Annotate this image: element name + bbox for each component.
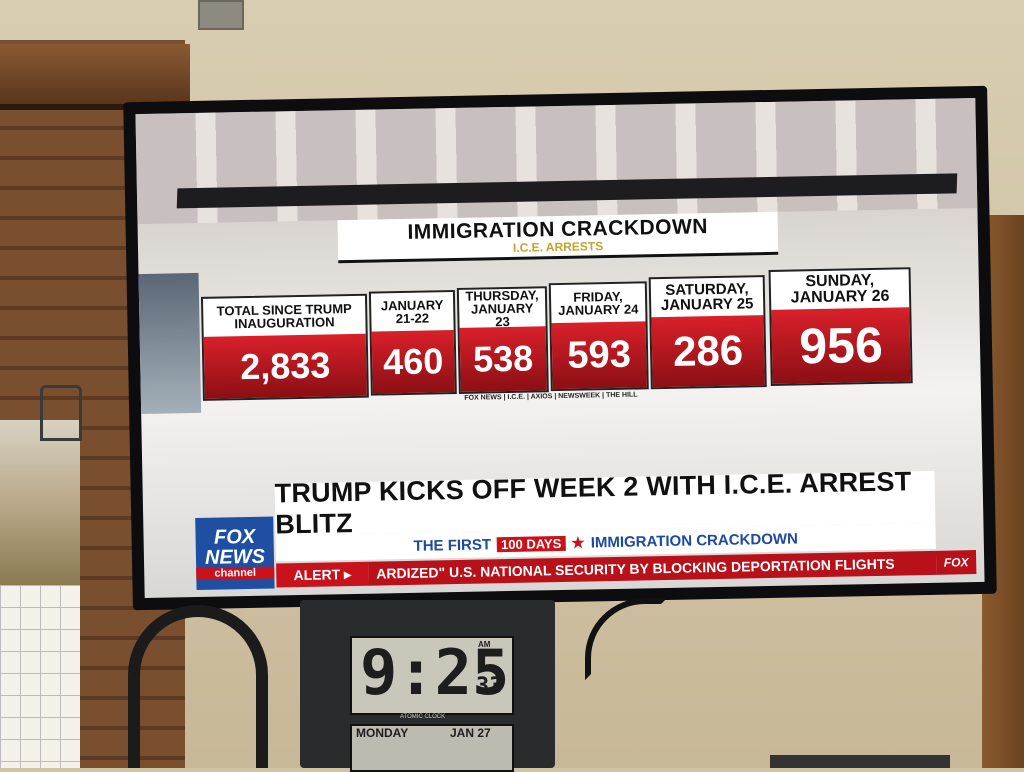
strap-right: IMMIGRATION CRACKDOWN: [590, 529, 799, 551]
blinds-valance: [0, 44, 190, 110]
clock-brand: ATOMIC CLOCK: [400, 714, 446, 720]
strap-left: THE FIRST: [413, 535, 492, 555]
tv-cable: [585, 598, 667, 680]
stat-label: FRIDAY, JANUARY 24: [558, 288, 639, 319]
clock-date: JAN 27: [450, 726, 491, 740]
stat-box-jan-23: THURSDAY, JANUARY 23 538: [456, 286, 549, 394]
binder-clip: [40, 385, 82, 441]
stat-value: 2,833: [203, 333, 367, 399]
television: IMMIGRATION CRACKDOWN I.C.E. ARRESTS TOT…: [123, 85, 997, 611]
stat-box-total: TOTAL SINCE TRUMP INAUGURATION 2,833: [200, 293, 369, 401]
clock-time: 9:25: [360, 636, 510, 709]
wall-calendar: [0, 585, 80, 768]
clock-display: [350, 636, 514, 715]
strap-badge: 100 DAYS: [496, 535, 566, 552]
stat-value: 593: [551, 321, 647, 390]
stat-label: THURSDAY, JANUARY 23: [465, 286, 539, 329]
alert-label: ALERT ▸: [276, 561, 369, 588]
stat-label: SUNDAY, JANUARY 26: [790, 271, 890, 307]
stat-value: 538: [459, 326, 547, 392]
stat-label: JANUARY 21-22: [380, 297, 444, 327]
shelf-box: [770, 755, 950, 768]
clock-ampm: AM: [478, 640, 491, 649]
clock-day: MONDAY: [356, 726, 409, 740]
stat-value: 286: [651, 315, 765, 388]
wall-mount-bracket: [198, 0, 244, 30]
logo-line-3: channel: [196, 566, 275, 581]
wall-photo: [0, 420, 80, 585]
stat-box-jan-24: FRIDAY, JANUARY 24 593: [548, 281, 649, 392]
graphic-subtitle: I.C.E. ARRESTS: [512, 239, 604, 255]
stat-box-jan-21-22: JANUARY 21-22 460: [368, 290, 457, 396]
tv-screen: IMMIGRATION CRACKDOWN I.C.E. ARRESTS TOT…: [135, 97, 985, 599]
stat-label: TOTAL SINCE TRUMP INAUGURATION: [216, 300, 352, 332]
stat-label: SATURDAY, JANUARY 25: [660, 280, 754, 315]
clock-seconds: 33: [476, 674, 503, 699]
stat-value: 460: [371, 330, 455, 394]
logo-line-2: NEWS: [204, 545, 266, 569]
fox-news-logo: FOX NEWS channel: [195, 516, 275, 591]
headphones: [128, 605, 268, 768]
atomic-clock: 9:25 AM 33 ATOMIC CLOCK MONDAY JAN 27: [300, 600, 555, 772]
star-icon: ★: [571, 534, 585, 552]
stat-value: 956: [771, 307, 911, 384]
graphic-title-bar: IMMIGRATION CRACKDOWN I.C.E. ARRESTS: [337, 211, 779, 264]
logo-line-1: FOX: [213, 525, 256, 549]
ticker-logo: FOX: [935, 550, 977, 575]
stat-box-jan-25: SATURDAY, JANUARY 25 286: [648, 275, 767, 390]
clock-date-display: [350, 724, 514, 772]
background-person: [138, 272, 202, 415]
stat-box-jan-26: SUNDAY, JANUARY 26 956: [768, 267, 913, 386]
